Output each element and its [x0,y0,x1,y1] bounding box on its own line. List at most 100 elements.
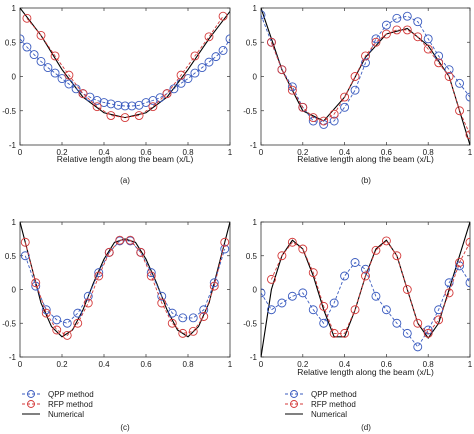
series-line-rfp-method [270,240,470,335]
data-point-qpp-method [50,68,60,78]
x-tick-label: 0.2 [297,360,309,369]
legend-marker-qpp-method [27,390,35,398]
y-tick-label: 1 [12,218,17,227]
series-line-qpp-method [261,14,470,125]
x-tick-label: 0 [18,148,23,157]
data-point-qpp-method [199,305,209,315]
plot-frame [19,7,231,146]
legend-label-qpp-method: QPP method [311,390,357,399]
x-tick-label: 0.8 [423,148,435,157]
plot-area [261,8,470,145]
legend-marker-rfp-method [27,400,35,408]
data-point-rfp-method [204,32,214,42]
data-point-rfp-method [94,271,104,281]
data-point-qpp-method [127,101,137,111]
data-point-rfp-method [329,109,339,119]
y-tick-label: -0.5 [243,107,257,116]
x-tick-label: 0.4 [339,148,351,157]
legend-label-numerical: Numerical [48,410,84,419]
y-tick-label: 1 [253,218,258,227]
data-point-qpp-method [350,85,360,95]
chart-panel-4: 0 0.2 0.4 0.6 0.8 1 -1 -0.5 0 0.5 1 Relative length… [243,218,473,432]
data-point-rfp-method [125,235,135,245]
data-point-qpp-method [29,50,39,60]
data-point-rfp-method [392,251,402,261]
y-tick-label: -0.5 [2,319,16,328]
data-point-qpp-method [92,96,102,105]
panel-label: (c) [120,423,130,432]
data-point-qpp-method [106,99,116,109]
data-point-qpp-method [371,291,381,301]
data-point-rfp-method [220,237,230,247]
data-point-rfp-method [308,113,318,123]
data-point-qpp-method [361,264,370,274]
plot-area [20,8,230,123]
data-point-qpp-method [52,315,62,325]
data-point-rfp-method [167,318,177,328]
series-line-rfp-method [26,15,224,119]
x-tick-label: 0 [259,360,264,369]
data-point-rfp-method [64,70,74,80]
data-point-rfp-method [371,245,381,255]
legend-label-numerical: Numerical [311,410,347,419]
data-point-qpp-method [120,101,130,111]
data-point-qpp-method [329,116,339,126]
data-point-qpp-method [392,13,402,23]
data-point-qpp-method [20,34,25,44]
panel-label: (b) [361,176,371,185]
x-axis-label: Relative length along the beam (x/L) [297,367,434,377]
legend-marker-rfp-method [290,400,298,408]
data-point-rfp-method [267,274,276,284]
data-point-rfp-method [104,247,114,257]
data-point-qpp-method [155,93,165,103]
data-point-qpp-method [298,288,308,298]
y-tick-label: -0.5 [243,319,257,328]
x-tick-label: 0.2 [56,360,68,369]
x-tick-label: 0.6 [381,148,393,157]
plot-area [20,222,230,340]
series-line-rfp-method [24,239,226,336]
data-point-qpp-method [423,34,433,44]
data-point-rfp-method [22,13,32,23]
y-tick-label: 1 [12,4,17,13]
x-tick-label: 0.8 [423,360,435,369]
series-line-qpp-method [24,240,226,324]
data-point-qpp-method [261,10,266,20]
data-point-qpp-method [167,308,177,318]
data-point-rfp-method [402,285,412,294]
data-point-rfp-method [52,325,62,335]
data-point-qpp-method [340,102,350,112]
data-point-rfp-method [92,102,102,112]
x-tick-label: 0 [18,360,23,369]
data-point-rfp-method [350,72,360,81]
data-point-rfp-method [465,237,470,247]
data-point-rfp-method [277,65,287,75]
x-tick-label: 1 [468,148,473,157]
data-point-qpp-method [178,313,188,323]
data-point-qpp-method [444,65,454,75]
data-point-qpp-method [267,305,276,315]
x-tick-label: 0.8 [182,360,194,369]
data-point-qpp-method [43,63,53,73]
x-tick-label: 0.4 [98,148,110,157]
data-point-rfp-method [361,271,370,281]
chart-panel-3: 0 0.2 0.4 0.6 0.8 1 -1 -0.5 0 0.5 1 (c) QPP methodRF… [2,218,233,432]
data-point-rfp-method [73,318,83,328]
x-tick-label: 0.8 [182,148,194,157]
data-point-qpp-method [465,92,470,102]
data-point-qpp-method [329,298,339,308]
data-point-rfp-method [136,247,146,257]
x-tick-label: 0.6 [381,360,393,369]
data-point-qpp-method [183,74,193,84]
data-point-qpp-method [99,98,109,107]
data-point-qpp-method [261,288,266,298]
data-point-qpp-method [146,268,156,278]
data-point-qpp-method [188,313,198,323]
x-tick-label: 0 [259,148,264,157]
panel-label: (d) [361,423,371,432]
data-point-rfp-method [287,85,297,95]
plot-frame [260,7,471,146]
x-tick-label: 0.4 [98,360,110,369]
data-point-qpp-method [287,291,297,301]
